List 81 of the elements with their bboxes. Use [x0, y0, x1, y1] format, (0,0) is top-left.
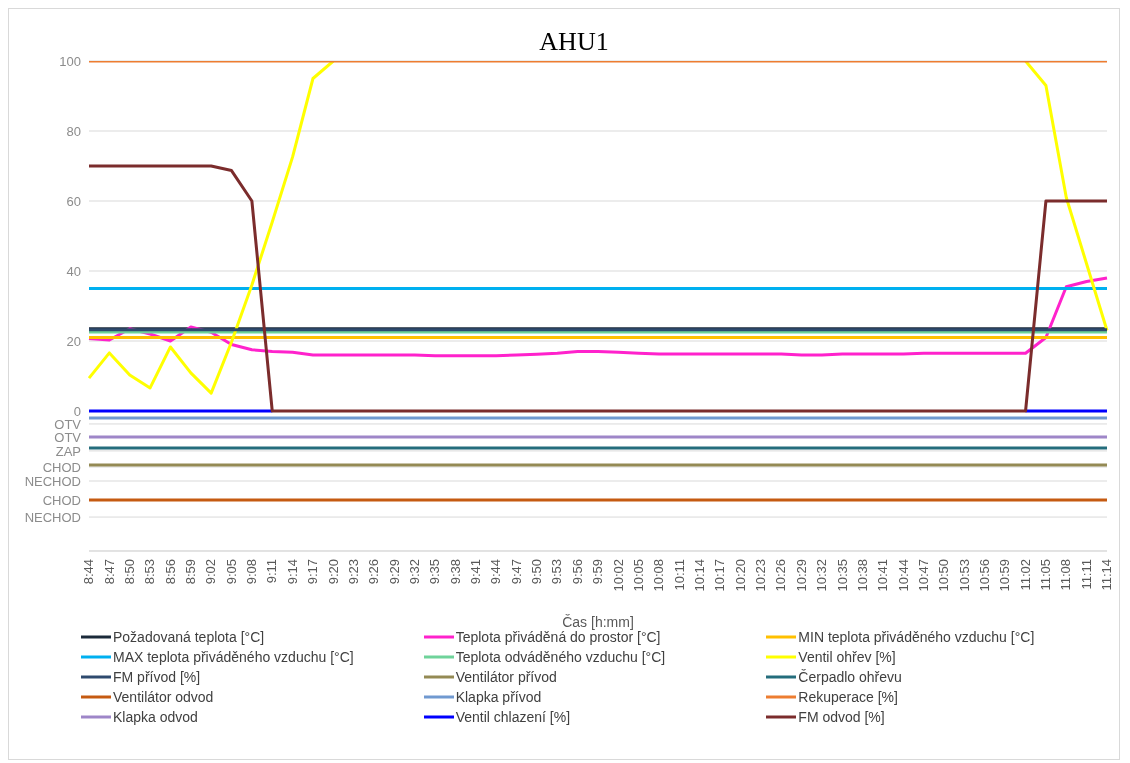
x-tick-label: 10:32 [814, 559, 830, 592]
x-tick-label: 9:53 [549, 559, 565, 585]
x-tick-label: 10:56 [977, 559, 993, 592]
x-tick-label: 10:47 [915, 559, 931, 592]
x-tick-label: 8:53 [142, 559, 158, 585]
x-tick-label: 10:14 [692, 559, 708, 592]
legend-label: Klapka přívod [455, 689, 542, 705]
x-tick-label: 11:05 [1038, 559, 1054, 591]
x-tick-label: 9:08 [244, 559, 260, 585]
legend-label: MAX teplota přiváděného vzduchu [°C] [113, 649, 354, 665]
x-tick-label: 11:02 [1017, 559, 1033, 591]
y-tick-label: NECHOD [24, 509, 81, 525]
legend-label: Požadovaná teplota [°C] [113, 629, 265, 645]
x-tick-label: 11:08 [1058, 559, 1074, 591]
x-tick-label: 9:05 [223, 559, 239, 585]
legend-label: Teplota odváděného vzduchu [°C] [455, 649, 666, 665]
x-tick-label: 10:41 [875, 559, 891, 592]
y-tick-label: 60 [66, 193, 81, 209]
x-tick-label: 11:11 [1078, 559, 1094, 590]
x-tick-label: 9:11 [264, 559, 280, 584]
chart-title: AHU1 [539, 27, 609, 56]
x-tick-label: 9:02 [203, 559, 219, 585]
legend-label: Ventilátor odvod [113, 689, 214, 705]
y-tick-label: 20 [66, 333, 81, 349]
x-tick-label: 9:23 [345, 559, 361, 585]
x-tick-label: 9:38 [447, 559, 463, 585]
y-tick-label: 40 [66, 263, 81, 279]
y-tick-label: CHOD [42, 459, 81, 475]
x-tick-label: 10:17 [712, 559, 728, 592]
x-tick-label: 10:35 [834, 559, 850, 592]
y-tick-label: ZAP [55, 443, 81, 459]
legend-label: FM přívod [%] [113, 669, 201, 685]
y-tick-label: OTV [54, 429, 82, 445]
x-tick-label: 9:14 [284, 559, 300, 585]
y-tick-label: 0 [73, 403, 81, 419]
x-tick-label: 9:29 [386, 559, 402, 585]
x-tick-label: 9:59 [590, 559, 606, 585]
x-tick-label: 10:59 [997, 559, 1013, 592]
x-tick-label: 8:50 [121, 559, 137, 585]
y-tick-label: OTV [54, 416, 82, 432]
x-tick-label: 10:29 [793, 559, 809, 592]
x-tick-label: 9:41 [468, 559, 484, 585]
legend-label: Klapka odvod [113, 709, 198, 725]
legend-label: FM odvod [%] [798, 709, 885, 725]
x-tick-label: 9:17 [305, 559, 321, 585]
x-tick-label: 8:59 [183, 559, 199, 585]
x-tick-label: 10:11 [671, 559, 687, 591]
x-tick-label: 8:56 [162, 559, 178, 585]
legend-label: Teplota přiváděná do prostor [°C] [455, 629, 661, 645]
x-tick-label: 9:47 [508, 559, 524, 585]
x-axis-title: Čas [h:mm] [562, 614, 634, 630]
x-tick-label: 9:50 [529, 559, 545, 585]
legend-label: Ventil chlazení [%] [455, 709, 571, 725]
x-tick-label: 10:26 [773, 559, 789, 592]
x-tick-label: 9:35 [427, 559, 443, 585]
x-tick-label: 9:44 [488, 559, 504, 585]
y-tick-label: 80 [66, 123, 81, 139]
x-tick-label: 10:05 [630, 559, 646, 592]
x-tick-label: 8:47 [101, 559, 117, 585]
x-tick-label: 9:20 [325, 559, 341, 585]
x-tick-label: 10:50 [936, 559, 952, 592]
legend-label: Čerpadlo ohřevu [798, 669, 902, 685]
legend-label: MIN teplota přiváděného vzduchu [°C] [798, 629, 1035, 645]
x-tick-label: 10:44 [895, 559, 911, 592]
x-tick-label: 10:02 [610, 559, 626, 592]
y-tick-label: NECHOD [24, 473, 81, 489]
x-tick-label: 10:53 [956, 559, 972, 592]
x-tick-label: 10:08 [651, 559, 667, 592]
legend-label: Ventil ohřev [%] [798, 649, 896, 665]
y-tick-label: CHOD [42, 492, 81, 508]
x-tick-label: 9:56 [569, 559, 585, 585]
x-tick-label: 10:20 [732, 559, 748, 592]
x-tick-label: 10:38 [854, 559, 870, 592]
x-tick-label: 11:14 [1099, 559, 1115, 591]
x-tick-label: 9:26 [366, 559, 382, 585]
x-tick-label: 9:32 [406, 559, 422, 585]
x-tick-label: 10:23 [753, 559, 769, 592]
y-tick-label: 100 [59, 53, 81, 69]
legend-label: Ventilátor přívod [455, 669, 557, 685]
x-tick-label: 8:44 [81, 559, 97, 585]
legend-label: Rekuperace [%] [798, 689, 898, 705]
